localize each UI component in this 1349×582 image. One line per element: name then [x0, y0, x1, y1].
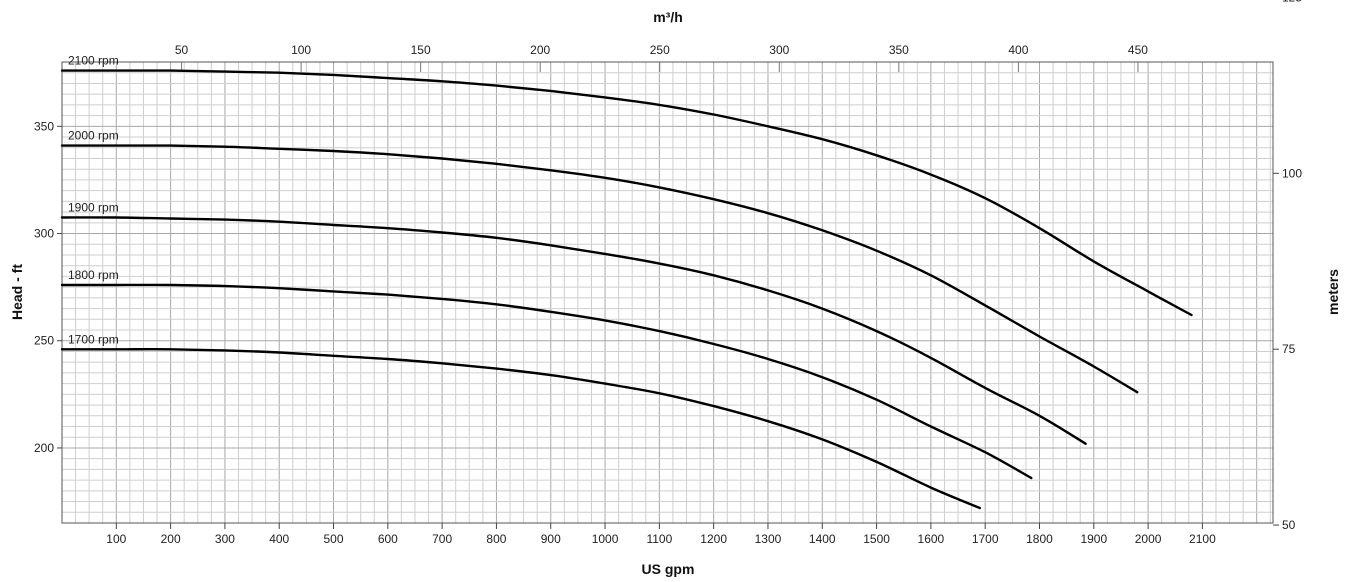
- grid: [62, 62, 1273, 523]
- curve-2100-rpm: [60, 69, 1193, 317]
- x-tick-label: 300: [215, 532, 235, 546]
- curve-label: 1900 rpm: [68, 200, 119, 214]
- x2-tick-label: 250: [650, 43, 670, 57]
- x-axis-title: US gpm: [642, 561, 695, 577]
- x-tick-label: 200: [161, 532, 181, 546]
- x-tick-label: 2000: [1135, 532, 1162, 546]
- x2-tick-label: 150: [411, 43, 431, 57]
- x-tick-label: 100: [106, 532, 126, 546]
- curve-label: 1700 rpm: [68, 332, 119, 346]
- x-tick-label: 1400: [809, 532, 836, 546]
- curve-label: 2000 rpm: [68, 129, 119, 143]
- x2-tick-label: 50: [175, 43, 189, 57]
- tick-marks: [57, 62, 1279, 529]
- x2-tick-label: 450: [1128, 43, 1148, 57]
- y2-axis-title: meters: [1325, 269, 1341, 315]
- curves: [60, 69, 1193, 510]
- y-tick-label: 200: [34, 441, 54, 455]
- x2-tick-label: 100: [291, 43, 311, 57]
- x2-tick-label: 200: [530, 43, 550, 57]
- x-tick-label: 1300: [755, 532, 782, 546]
- y-tick-label: 350: [34, 119, 54, 133]
- x2-tick-label: 300: [769, 43, 789, 57]
- x-tick-label: 1900: [1080, 532, 1107, 546]
- x-tick-label: 400: [269, 532, 289, 546]
- y2-tick-label: 100: [1282, 166, 1302, 180]
- x2-tick-label: 350: [889, 43, 909, 57]
- y2-tick-label: 75: [1282, 342, 1296, 356]
- x-tick-label: 700: [432, 532, 452, 546]
- curve-1900-rpm: [60, 216, 1087, 445]
- curve-1800-rpm: [60, 283, 1033, 480]
- x-tick-label: 900: [541, 532, 561, 546]
- y-axis-title: Head - ft: [9, 264, 25, 320]
- x-tick-label: 600: [378, 532, 398, 546]
- y2-tick-label: 125: [1282, 0, 1302, 4]
- x2-tick-label: 400: [1008, 43, 1028, 57]
- curve-2000-rpm: [60, 144, 1139, 394]
- x-tick-label: 1800: [1026, 532, 1053, 546]
- curve-label: 2100 rpm: [68, 54, 119, 68]
- tick-labels: 100 200 300 400 500 600 700 800 900 1000 1100 1200 1…: [34, 0, 1302, 546]
- x-tick-label: 500: [324, 532, 344, 546]
- curve-label: 1800 rpm: [68, 268, 119, 282]
- plot-frame: [61, 61, 1274, 524]
- x-tick-label: 2100: [1189, 532, 1216, 546]
- x-tick-label: 1700: [972, 532, 999, 546]
- y-tick-label: 300: [34, 227, 54, 241]
- x-tick-label: 1500: [863, 532, 890, 546]
- curve-1700-rpm: [60, 348, 981, 510]
- x-tick-label: 1200: [700, 532, 727, 546]
- x-tick-label: 1100: [646, 532, 672, 546]
- x2-axis-title: m³/h: [653, 9, 683, 25]
- x-tick-label: 1600: [918, 532, 945, 546]
- x-tick-label: 800: [486, 532, 506, 546]
- y2-tick-label: 50: [1282, 518, 1296, 532]
- x-tick-label: 1000: [592, 532, 619, 546]
- y-tick-label: 250: [34, 334, 54, 348]
